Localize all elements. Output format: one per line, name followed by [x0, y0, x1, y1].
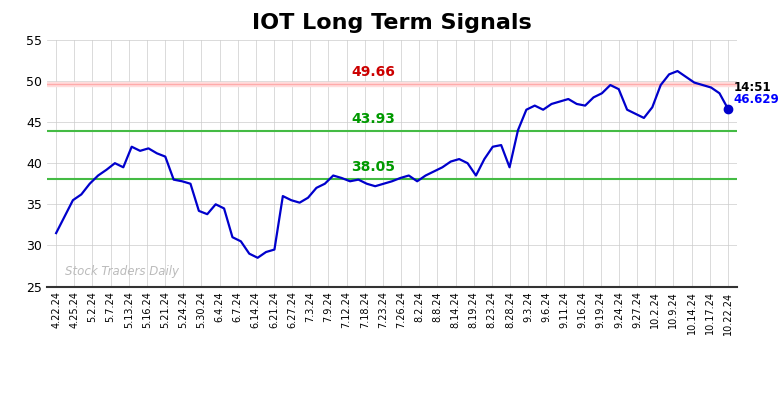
Bar — [47, 82, 737, 86]
Text: 43.93: 43.93 — [351, 112, 395, 126]
Text: 38.05: 38.05 — [351, 160, 395, 174]
Text: Stock Traders Daily: Stock Traders Daily — [65, 265, 180, 278]
Title: IOT Long Term Signals: IOT Long Term Signals — [252, 13, 532, 33]
Text: 49.66: 49.66 — [351, 65, 395, 79]
Text: 14:51: 14:51 — [733, 81, 771, 94]
Text: 46.629: 46.629 — [733, 93, 779, 106]
